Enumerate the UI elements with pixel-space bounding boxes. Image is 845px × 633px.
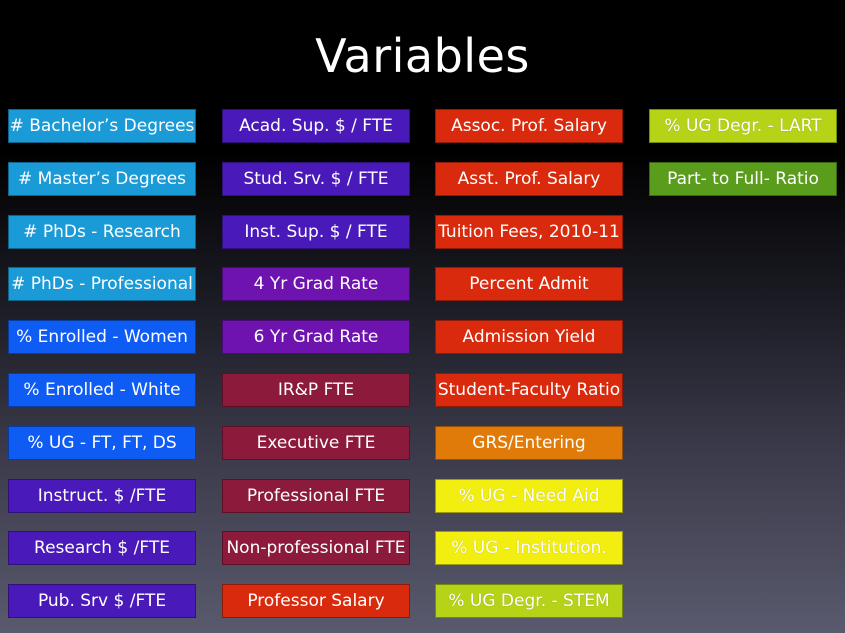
variable-cell: # PhDs - Professional [8,267,196,302]
variable-cell: Pub. Srv $ /FTE [8,584,196,619]
variable-cell: # Bachelor’s Degrees [8,109,196,143]
variable-cell: # PhDs - Research [8,214,196,249]
variable-cell: 4 Yr Grad Rate [222,267,410,302]
variable-cell: Executive FTE [222,425,410,460]
variable-cell: Assoc. Prof. Salary [435,109,623,143]
variable-cell: % Enrolled - White [8,373,196,407]
variable-cell: Professional FTE [222,478,410,513]
variable-cell: Inst. Sup. $ / FTE [222,214,410,249]
variable-cell: Non-professional FTE [222,531,410,566]
variable-cell: 6 Yr Grad Rate [222,320,410,355]
variable-cell: Admission Yield [435,320,623,355]
slide-title: Variables [315,29,530,83]
variable-cell: % Enrolled - Women [8,320,196,355]
variable-cell: Instruct. $ /FTE [8,478,196,513]
variable-cell: Acad. Sup. $ / FTE [222,109,410,143]
variable-cell: # Master’s Degrees [8,161,196,196]
variable-cell: Research $ /FTE [8,531,196,566]
variable-cell: Student-Faculty Ratio [435,373,623,407]
variable-cell: % UG - FT, FT, DS [8,425,196,460]
variable-cell: Asst. Prof. Salary [435,161,623,196]
variable-cell: Percent Admit [435,267,623,302]
variable-cell: % UG - Institution. [435,531,623,566]
variable-cell: Tuition Fees, 2010-11 [435,214,623,249]
variable-cell: % UG Degr. - LART [649,109,837,143]
variable-cell: Part- to Full- Ratio [649,161,837,196]
variable-cell: GRS/Entering [435,425,623,460]
variable-cell: Stud. Srv. $ / FTE [222,161,410,196]
variable-cell: % UG Degr. - STEM [435,584,623,619]
variable-cell: Professor Salary [222,584,410,619]
variable-cell: IR&P FTE [222,373,410,407]
variable-cell: % UG - Need Aid [435,478,623,513]
